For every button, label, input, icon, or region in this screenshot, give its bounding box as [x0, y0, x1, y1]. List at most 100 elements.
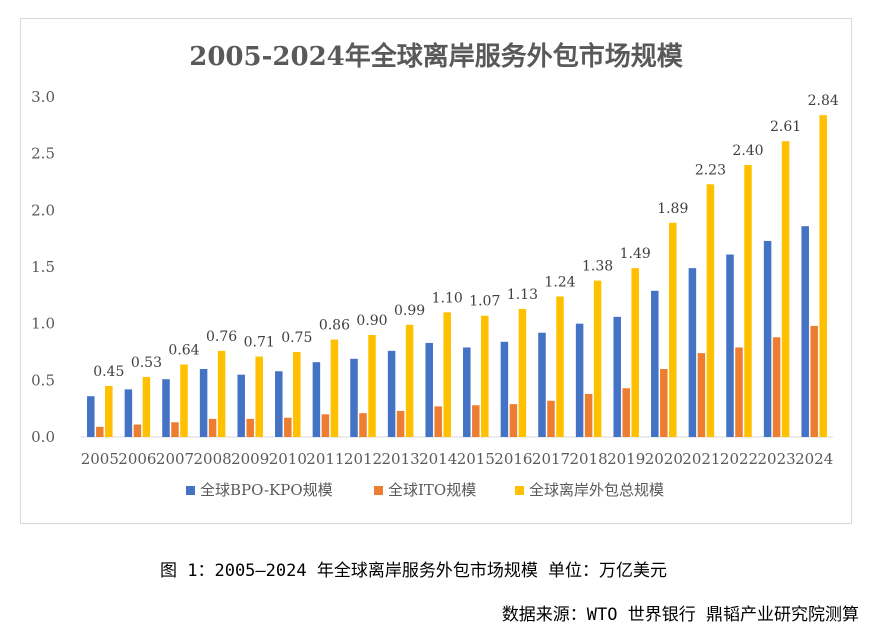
bar-3-2014: [443, 312, 451, 437]
bar-2-2009: [246, 418, 254, 437]
bar-3-2013: [405, 324, 414, 437]
x-tick-label: 2012: [344, 450, 382, 468]
legend-swatch: [374, 486, 383, 495]
data-label: 2.23: [695, 162, 726, 178]
x-tick-label: 2020: [645, 450, 683, 468]
bar-3-2011: [330, 339, 339, 437]
bar-1-2020: [651, 290, 659, 437]
bar-2-2008: [208, 418, 217, 437]
data-label: 2.61: [770, 119, 801, 135]
bar-1-2009: [237, 374, 245, 437]
data-label: 1.13: [507, 287, 538, 303]
x-tick-label: 2007: [156, 450, 194, 468]
bar-2-2021: [697, 353, 706, 437]
bar-1-2007: [162, 379, 170, 437]
bar-chart: 2005-2024年全球离岸服务外包市场规模 0.0 0.5 1.0 1.5 2.0 2.…: [31, 41, 839, 499]
bar-1-2017: [538, 332, 546, 437]
bar-3-2023: [781, 141, 790, 437]
bar-3-2008: [217, 350, 226, 437]
data-label: 1.10: [432, 290, 463, 306]
bar-1-2018: [575, 323, 584, 437]
bar-2-2012: [359, 413, 367, 437]
chart-title: 2005-2024年全球离岸服务外包市场规模: [189, 41, 684, 72]
bar-3-2021: [706, 184, 715, 437]
bar-3-2006: [142, 376, 151, 437]
x-tick-label: 2024: [795, 450, 833, 468]
bar-3-2009: [255, 356, 263, 437]
data-label: 0.99: [394, 303, 425, 319]
legend-label: 全球ITO规模: [388, 481, 476, 499]
bar-1-2021: [688, 268, 697, 437]
data-label: 0.45: [93, 364, 124, 380]
data-label: 2.84: [808, 93, 839, 109]
x-tick-label: 2018: [570, 450, 608, 468]
bar-1-2006: [124, 389, 133, 437]
x-tick-label: 2022: [720, 450, 758, 468]
x-tick-label: 2014: [419, 450, 457, 468]
data-label: 0.76: [206, 329, 237, 345]
x-tick-label: 2019: [607, 450, 645, 468]
bar-2-2023: [772, 337, 781, 437]
bar-1-2011: [312, 362, 321, 437]
bar-3-2024: [819, 115, 827, 437]
legend-swatch: [186, 486, 195, 495]
data-source: 数据来源：WTO 世界银行 鼎韬产业研究院测算: [501, 605, 859, 625]
bar-2-2015: [472, 405, 480, 437]
bar-1-2010: [275, 371, 283, 437]
bar-3-2005: [105, 386, 113, 437]
bar-1-2015: [463, 347, 471, 437]
y-tick-label: 0.5: [31, 371, 55, 389]
x-tick-label: 2017: [532, 450, 570, 468]
bar-1-2023: [763, 240, 772, 437]
bar-2-2017: [547, 400, 555, 437]
bar-2-2018: [584, 393, 593, 437]
bar-2-2024: [810, 325, 818, 437]
x-tick-label: 2009: [231, 450, 269, 468]
x-tick-label: 2013: [382, 450, 420, 468]
chart-container: 2005-2024年全球离岸服务外包市场规模 0.0 0.5 1.0 1.5 2.0 2.…: [20, 18, 852, 524]
legend-label: 全球BPO-KPO规模: [200, 481, 333, 499]
bar-2-2007: [171, 422, 179, 437]
y-tick-label: 1.0: [31, 315, 55, 333]
data-label: 1.07: [469, 294, 500, 310]
bar-1-2013: [387, 350, 396, 437]
data-label: 1.38: [582, 259, 613, 275]
bar-2-2011: [321, 414, 330, 437]
bar-1-2005: [87, 396, 95, 437]
bar-2-2014: [434, 406, 442, 437]
bar-1-2019: [613, 316, 621, 437]
x-tick-label: 2008: [194, 450, 232, 468]
x-tick-label: 2021: [682, 450, 720, 468]
data-label: 0.75: [281, 330, 312, 346]
bar-2-2005: [96, 426, 104, 437]
x-tick-label: 2023: [758, 450, 796, 468]
y-tick-label: 1.5: [31, 258, 55, 276]
bar-2-2020: [660, 369, 668, 437]
bar-1-2012: [350, 358, 358, 437]
bar-2-2016: [509, 404, 518, 437]
bar-2-2010: [284, 417, 292, 437]
bar-3-2010: [293, 352, 301, 437]
bar-1-2008: [199, 369, 208, 437]
bar-3-2016: [518, 308, 527, 437]
bar-2-2006: [133, 424, 142, 437]
data-label: 1.89: [657, 201, 688, 217]
bar-3-2015: [481, 315, 489, 437]
data-label: 0.71: [244, 335, 275, 351]
data-label: 0.90: [356, 313, 387, 329]
bar-3-2007: [180, 364, 188, 437]
y-tick-label: 2.0: [31, 201, 55, 219]
data-label: 1.49: [620, 246, 651, 262]
x-tick-label: 2015: [457, 450, 495, 468]
bar-1-2014: [425, 342, 433, 437]
x-tick-label: 2016: [494, 450, 532, 468]
data-label: 0.86: [319, 318, 350, 334]
legend-swatch: [515, 486, 524, 495]
bar-2-2019: [622, 388, 630, 437]
bar-1-2016: [500, 341, 509, 437]
x-tick-label: 2011: [306, 450, 344, 468]
bar-3-2012: [368, 335, 376, 437]
legend-label: 全球离岸外包总规模: [529, 481, 664, 499]
y-tick-label: 2.5: [31, 145, 55, 163]
x-tick-label: 2006: [118, 450, 156, 468]
